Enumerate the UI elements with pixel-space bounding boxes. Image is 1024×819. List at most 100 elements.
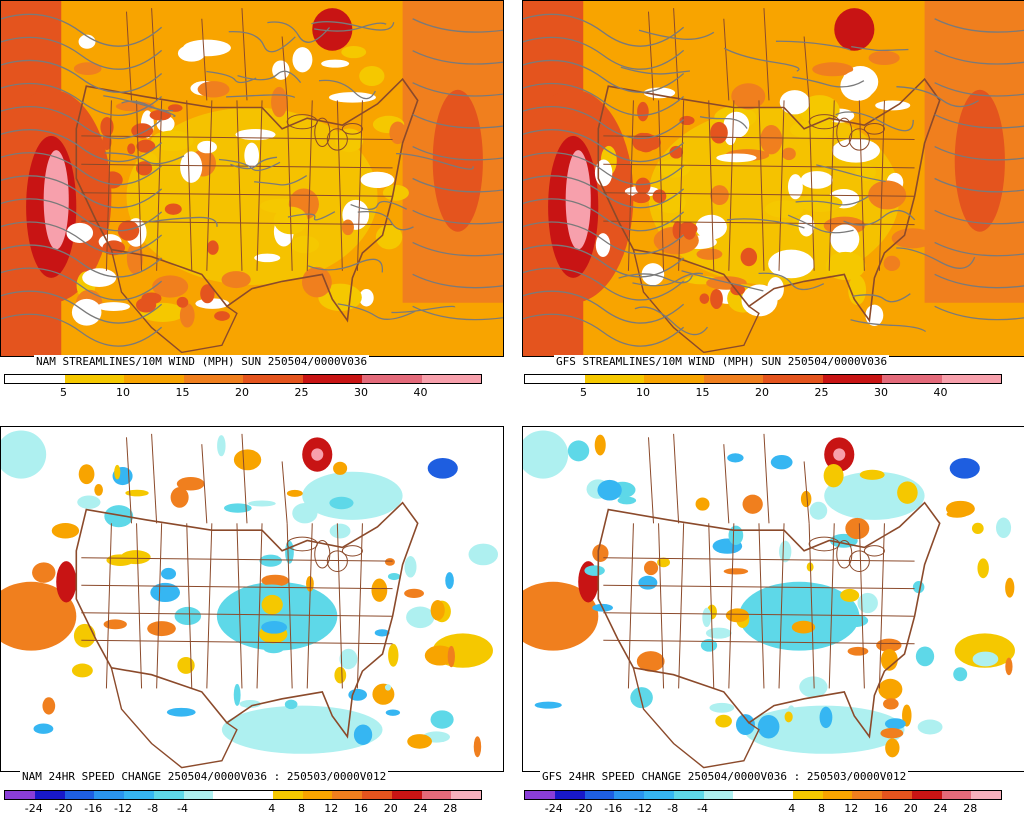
- colorbar-segment: [332, 375, 362, 383]
- colorbar-tick-label: 12: [844, 802, 859, 815]
- nam-change-svg: [1, 427, 503, 771]
- colorbar-segment: [243, 791, 273, 799]
- colorbar-segment: [391, 791, 422, 799]
- colorbar-tick-label: -16: [84, 802, 103, 815]
- colorbar-tick-label: 16: [874, 802, 888, 815]
- colorbar-segment: [124, 375, 154, 383]
- colorbar-tick-label: 25: [294, 386, 309, 399]
- gfs-change-svg: [523, 427, 1024, 771]
- state-borders: [75, 8, 419, 354]
- colorbar-segment: [703, 375, 734, 383]
- nam-wind-map: [0, 0, 504, 357]
- colorbar-tick-label: 30: [874, 386, 888, 399]
- colorbar-tick-label: -20: [574, 802, 593, 815]
- colorbar-segment: [5, 791, 35, 799]
- colorbar-segment: [183, 375, 214, 383]
- gfs-wind-colorbar: [524, 374, 1002, 384]
- colorbar-segment: [525, 375, 555, 383]
- colorbar-tick-label: -4: [697, 802, 708, 815]
- colorbar-tick-label: 20: [383, 802, 398, 815]
- colorbar-segment: [362, 791, 392, 799]
- colorbar-segment: [911, 791, 942, 799]
- nam-change-map: [0, 426, 504, 772]
- gfs-wind-map: [522, 0, 1024, 357]
- colorbar-segment: [64, 375, 95, 383]
- colorbar-segment: [243, 375, 273, 383]
- colorbar-segment: [421, 791, 452, 799]
- colorbar-segment: [153, 375, 184, 383]
- colorbar-segment: [362, 375, 392, 383]
- colorbar-segment: [792, 375, 823, 383]
- colorbar-tick-label: 10: [636, 386, 650, 399]
- speed-change-fill: [523, 427, 1024, 771]
- colorbar-segment: [34, 375, 65, 383]
- colorbar-tick-label: 40: [413, 386, 428, 399]
- colorbar-tick-label: 4: [268, 802, 276, 815]
- nam-wind-colorbar-labels: 5 10 15 20 25 30 40: [4, 386, 480, 400]
- state-borders: [75, 433, 419, 769]
- nam-change-colorbar-labels: -24 -20 -16 -12 -8 -4 4 8 12 16 20 24 28: [4, 802, 480, 816]
- colorbar-tick-label: 28: [443, 802, 458, 815]
- colorbar-tick-label: -12: [114, 802, 132, 815]
- colorbar-tick-label: 20: [903, 802, 918, 815]
- colorbar-tick-label: -16: [604, 802, 623, 815]
- colorbar-segment: [941, 375, 972, 383]
- colorbar-segment: [614, 791, 644, 799]
- gfs-change-title: GFS 24HR SPEED CHANGE 250504/0000V036 : …: [540, 770, 909, 783]
- colorbar-segment: [644, 375, 674, 383]
- speed-change-fill: [1, 427, 503, 771]
- colorbar-tick-label: 40: [933, 386, 948, 399]
- colorbar-segment: [911, 375, 942, 383]
- colorbar-segment: [183, 791, 214, 799]
- gfs-wind-svg: [523, 1, 1024, 356]
- colorbar-segment: [971, 791, 1001, 799]
- colorbar-segment: [451, 791, 481, 799]
- nam-wind-colorbar: [4, 374, 482, 384]
- state-borders: [597, 433, 941, 769]
- colorbar-tick-label: 30: [354, 386, 368, 399]
- colorbar-segment: [882, 791, 912, 799]
- gfs-change-map: [522, 426, 1024, 772]
- colorbar-tick-label: 5: [60, 386, 67, 399]
- colorbar-segment: [763, 375, 793, 383]
- colorbar-segment: [5, 375, 35, 383]
- colorbar-segment: [391, 375, 422, 383]
- streamlines: [523, 13, 1024, 347]
- colorbar-segment: [584, 375, 615, 383]
- colorbar-tick-label: -12: [634, 802, 652, 815]
- colorbar-segment: [272, 375, 303, 383]
- colorbar-segment: [451, 375, 481, 383]
- colorbar-tick-label: -24: [544, 802, 563, 815]
- colorbar-tick-label: 4: [788, 802, 796, 815]
- gfs-wind-title: GFS STREAMLINES/10M WIND (MPH) SUN 25050…: [554, 355, 890, 368]
- colorbar-tick-label: -4: [177, 802, 188, 815]
- colorbar-segment: [421, 375, 452, 383]
- colorbar-segment: [272, 791, 303, 799]
- colorbar-segment: [584, 791, 615, 799]
- colorbar-segment: [882, 375, 912, 383]
- state-borders: [597, 8, 941, 354]
- colorbar-segment: [614, 375, 644, 383]
- colorbar-tick-label: -8: [667, 802, 679, 815]
- colorbar-tick-label: 24: [413, 802, 428, 815]
- colorbar-segment: [971, 375, 1001, 383]
- colorbar-tick-label: 28: [963, 802, 978, 815]
- colorbar-tick-label: 15: [175, 386, 190, 399]
- colorbar-segment: [124, 791, 154, 799]
- colorbar-tick-label: 12: [324, 802, 339, 815]
- colorbar-segment: [703, 791, 734, 799]
- gfs-wind-colorbar-labels: 5 10 15 20 25 30 40: [524, 386, 1000, 400]
- colorbar-segment: [213, 791, 243, 799]
- gfs-change-colorbar: [524, 790, 1002, 800]
- colorbar-tick-label: 16: [354, 802, 368, 815]
- colorbar-segment: [733, 791, 763, 799]
- colorbar-segment: [554, 375, 585, 383]
- colorbar-tick-label: 20: [235, 386, 249, 399]
- colorbar-segment: [673, 375, 704, 383]
- colorbar-segment: [213, 375, 243, 383]
- colorbar-segment: [302, 791, 333, 799]
- colorbar-tick-label: 8: [298, 802, 305, 815]
- colorbar-segment: [34, 791, 65, 799]
- colorbar-tick-label: 25: [814, 386, 829, 399]
- colorbar-segment: [94, 791, 124, 799]
